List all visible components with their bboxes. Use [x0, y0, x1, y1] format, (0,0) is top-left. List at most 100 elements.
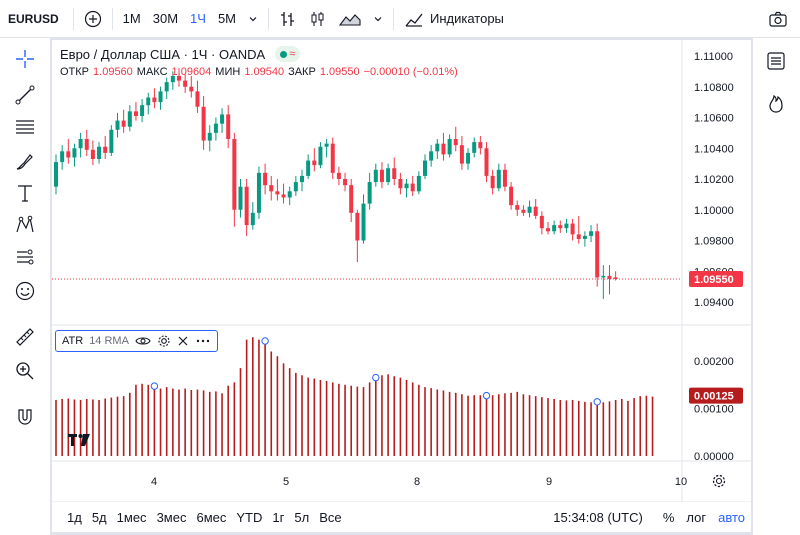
- add-circle-icon: [84, 10, 101, 27]
- bars-chart-icon: [281, 11, 294, 26]
- candle-body: [183, 80, 188, 87]
- candle-body: [213, 123, 218, 133]
- log-scale-toggle[interactable]: лог: [686, 509, 707, 525]
- compare-symbol-button[interactable]: [78, 5, 108, 33]
- fib-tool[interactable]: [12, 114, 38, 140]
- ohlc-open-label: ОТКР: [60, 66, 90, 78]
- candle-body: [478, 142, 483, 149]
- range-5d[interactable]: 5д: [91, 509, 107, 525]
- range-1d[interactable]: 1д: [67, 509, 82, 525]
- auto-scale-toggle[interactable]: авто: [718, 509, 745, 525]
- chart-canvas[interactable]: 1.11000 1.10800 1.10600 1.10400 1.10200 1.100…: [52, 40, 751, 502]
- atr-axis[interactable]: 0.00200 0.00100 0.00000: [694, 356, 734, 463]
- market-status-icon: ≈: [289, 48, 296, 60]
- symbol-search[interactable]: EURUSD: [8, 11, 59, 26]
- candle-body: [158, 91, 163, 103]
- tradingview-logo[interactable]: [68, 433, 90, 451]
- candle-body: [133, 111, 138, 116]
- range-all[interactable]: Все: [319, 509, 342, 525]
- ohlc-low-value: 1.09540: [244, 66, 285, 78]
- ohlc-high-label: МАКС: [136, 66, 168, 78]
- separator: [72, 7, 74, 30]
- candle-body: [416, 175, 421, 192]
- fib-lines-icon: [16, 120, 34, 134]
- candle-body: [140, 105, 145, 116]
- crosshair-tool[interactable]: [12, 46, 38, 72]
- trend-line-icon: [15, 85, 35, 105]
- interval-30m[interactable]: 30М: [152, 11, 179, 26]
- time-axis[interactable]: 4 5 8 9 10: [151, 474, 726, 489]
- candle-body: [66, 151, 71, 158]
- separator: [111, 7, 113, 30]
- candle-body: [281, 194, 286, 198]
- brush-tool[interactable]: [12, 148, 38, 174]
- pattern-tool[interactable]: [12, 212, 38, 238]
- candle-body: [97, 146, 102, 160]
- candle-body: [546, 228, 550, 232]
- close-icon[interactable]: [177, 335, 189, 347]
- watchlist-icon: [767, 52, 785, 70]
- atr-indicator-legend[interactable]: ATR 14 RMA: [55, 330, 218, 352]
- candle-body: [90, 149, 95, 160]
- candle-body: [84, 139, 89, 150]
- candle-body: [312, 160, 317, 166]
- magnet-tool[interactable]: [12, 404, 38, 430]
- symbol-legend[interactable]: Евро / Доллар США · 1Ч · OANDA ≈: [60, 46, 301, 62]
- range-ytd[interactable]: YTD: [236, 509, 263, 525]
- range-3m[interactable]: 3мес: [156, 509, 187, 525]
- range-6m[interactable]: 6мес: [196, 509, 227, 525]
- axis-settings-gear-icon[interactable]: [712, 474, 726, 488]
- candle-body: [355, 212, 360, 241]
- interval-1h[interactable]: 1Ч: [190, 11, 206, 26]
- candle-body: [576, 234, 581, 239]
- range-1y[interactable]: 1г: [272, 509, 285, 525]
- candle-body: [343, 179, 348, 186]
- candles-series: [54, 68, 618, 299]
- range-5y[interactable]: 5л: [294, 509, 310, 525]
- eye-icon[interactable]: [135, 335, 151, 347]
- icons-tool[interactable]: [12, 278, 38, 304]
- zoom-tool[interactable]: [12, 358, 38, 384]
- settings-gear-icon[interactable]: [157, 334, 171, 348]
- candle-body: [472, 142, 477, 153]
- atr-name: ATR: [62, 335, 84, 347]
- hotlists-button[interactable]: [763, 90, 789, 116]
- candle-body: [595, 231, 600, 278]
- candle-body: [349, 185, 354, 213]
- range-1m[interactable]: 1мес: [116, 509, 147, 525]
- screenshot-button[interactable]: [762, 5, 794, 33]
- forecast-tool[interactable]: [12, 244, 38, 270]
- candle-body: [398, 179, 403, 189]
- candles-style-button[interactable]: [303, 5, 333, 33]
- fire-icon: [769, 94, 783, 113]
- percent-scale-toggle[interactable]: %: [662, 509, 675, 525]
- interval-1m[interactable]: 1М: [122, 11, 141, 26]
- clock-timezone[interactable]: 15:34:08 (UTC): [553, 509, 643, 525]
- candle-body: [552, 225, 557, 232]
- interval-5m[interactable]: 5М: [217, 11, 236, 26]
- price-tick-label: 1.09800: [694, 236, 734, 248]
- chart-container[interactable]: 1.11000 1.10800 1.10600 1.10400 1.10200 1.100…: [52, 40, 751, 532]
- candle-body: [170, 75, 175, 83]
- text-tool[interactable]: [12, 180, 38, 206]
- price-axis[interactable]: 1.11000 1.10800 1.10600 1.10400 1.10200 1.100…: [694, 51, 734, 309]
- area-style-button[interactable]: [333, 5, 367, 33]
- chart-style-dropdown[interactable]: [367, 5, 389, 33]
- trend-line-tool[interactable]: [12, 82, 38, 108]
- ruler-tool[interactable]: [12, 324, 38, 350]
- price-tick-label: 1.09400: [694, 297, 734, 309]
- market-status-badge[interactable]: ≈: [275, 46, 301, 62]
- candle-body: [613, 277, 618, 279]
- atr-tick-label: 0.00200: [694, 356, 734, 368]
- indicators-button[interactable]: Индикаторы: [398, 5, 510, 33]
- forecast-icon: [17, 249, 34, 265]
- more-icon[interactable]: [195, 335, 211, 347]
- candle-body: [601, 275, 606, 278]
- watchlist-button[interactable]: [763, 48, 789, 74]
- bar-style-button[interactable]: [273, 5, 303, 33]
- gear-center: [715, 477, 723, 485]
- interval-dropdown[interactable]: [242, 5, 264, 33]
- candle-body: [582, 235, 587, 239]
- candle-body: [490, 175, 495, 189]
- candle-body: [423, 160, 427, 176]
